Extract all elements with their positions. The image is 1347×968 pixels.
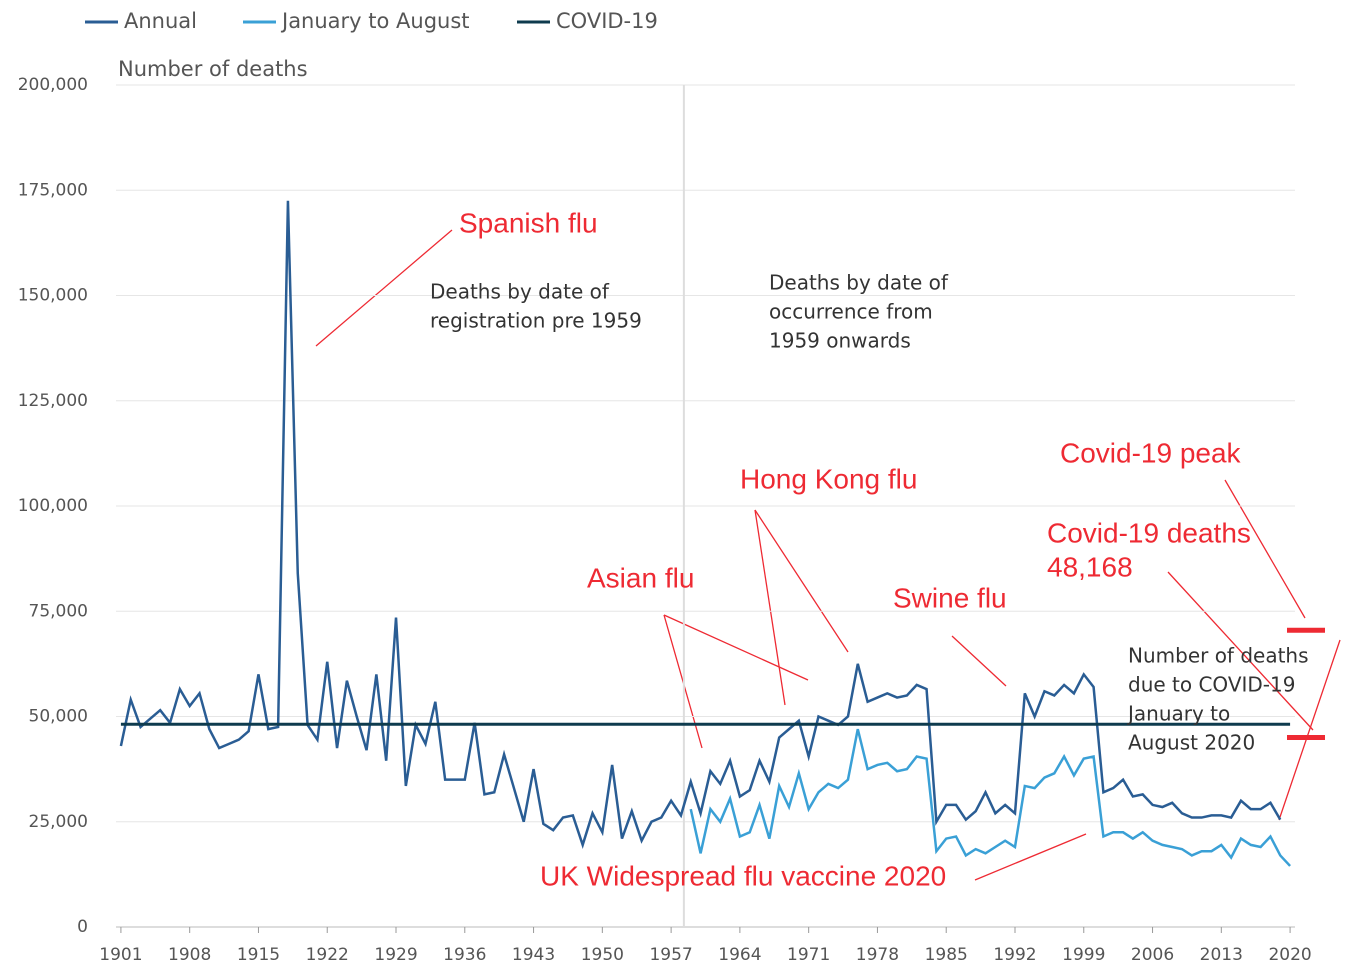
annotation-lines <box>315 229 1341 881</box>
series-line <box>119 200 1282 849</box>
note: Deaths by date of <box>430 280 610 304</box>
note: occurrence from <box>769 300 933 324</box>
x-tick-label: 1964 <box>718 945 761 965</box>
annotation: Covid-19 deaths <box>1047 517 1251 548</box>
pointer <box>951 635 1007 687</box>
note: 1959 onwards <box>769 329 911 353</box>
pointer <box>1224 479 1306 619</box>
x-tick-label: 1950 <box>581 945 624 965</box>
annotation: UK Widespread flu vaccine 2020 <box>540 860 946 891</box>
x-tick-label: 2006 <box>1131 945 1174 965</box>
y-tick-label: 100,000 <box>18 496 88 516</box>
x-tick-label: 1992 <box>993 945 1036 965</box>
note: January to <box>1126 702 1230 726</box>
annotation: Hong Kong flu <box>740 463 917 494</box>
annotation: Covid-19 peak <box>1060 437 1242 468</box>
note: Number of deaths <box>1128 644 1309 668</box>
pointer <box>663 614 809 681</box>
annotation: Swine flu <box>893 582 1007 613</box>
series-line <box>689 728 1292 867</box>
x-tick-label: 1915 <box>237 945 280 965</box>
y-axis-label: Number of deaths <box>118 57 308 81</box>
note: due to COVID-19 <box>1128 673 1295 697</box>
x-tick-label: 1908 <box>168 945 211 965</box>
x-tick-label: 1957 <box>649 945 692 965</box>
x-tick-label: 1978 <box>856 945 899 965</box>
legend-label: COVID-19 <box>556 9 658 33</box>
y-tick-label: 200,000 <box>18 75 88 95</box>
note: registration pre 1959 <box>430 309 642 333</box>
y-tick-label: 125,000 <box>18 391 88 411</box>
pointer <box>315 229 453 347</box>
note: Deaths by date of <box>769 271 949 295</box>
x-tick-label: 1929 <box>374 945 417 965</box>
annotation: Asian flu <box>587 562 694 593</box>
pointer <box>754 509 849 653</box>
y-tick-label: 175,000 <box>18 180 88 200</box>
pointer <box>974 833 1087 881</box>
note: August 2020 <box>1128 731 1255 755</box>
annotation: Spanish flu <box>459 207 598 238</box>
y-tick-label: 50,000 <box>29 707 88 727</box>
pointer <box>1278 639 1341 821</box>
y-tick-label: 0 <box>77 917 88 937</box>
y-tick-label: 150,000 <box>18 286 88 306</box>
y-tick-label: 25,000 <box>29 812 88 832</box>
legend-label: January to August <box>280 9 470 33</box>
x-tick-label: 1936 <box>443 945 486 965</box>
x-tick-label: 1985 <box>925 945 968 965</box>
annotation: 48,168 <box>1047 551 1133 582</box>
y-tick-label: 75,000 <box>29 601 88 621</box>
legend-label: Annual <box>124 9 197 33</box>
x-tick-label: 1971 <box>787 945 830 965</box>
x-tick-label: 1922 <box>306 945 349 965</box>
x-tick-label: 2013 <box>1200 945 1243 965</box>
pointer <box>1167 571 1314 731</box>
pointer <box>754 509 786 706</box>
x-tick-label: 2020 <box>1268 945 1311 965</box>
x-tick-label: 1999 <box>1062 945 1105 965</box>
x-tick-label: 1943 <box>512 945 555 965</box>
x-tick-label: 1901 <box>99 945 142 965</box>
